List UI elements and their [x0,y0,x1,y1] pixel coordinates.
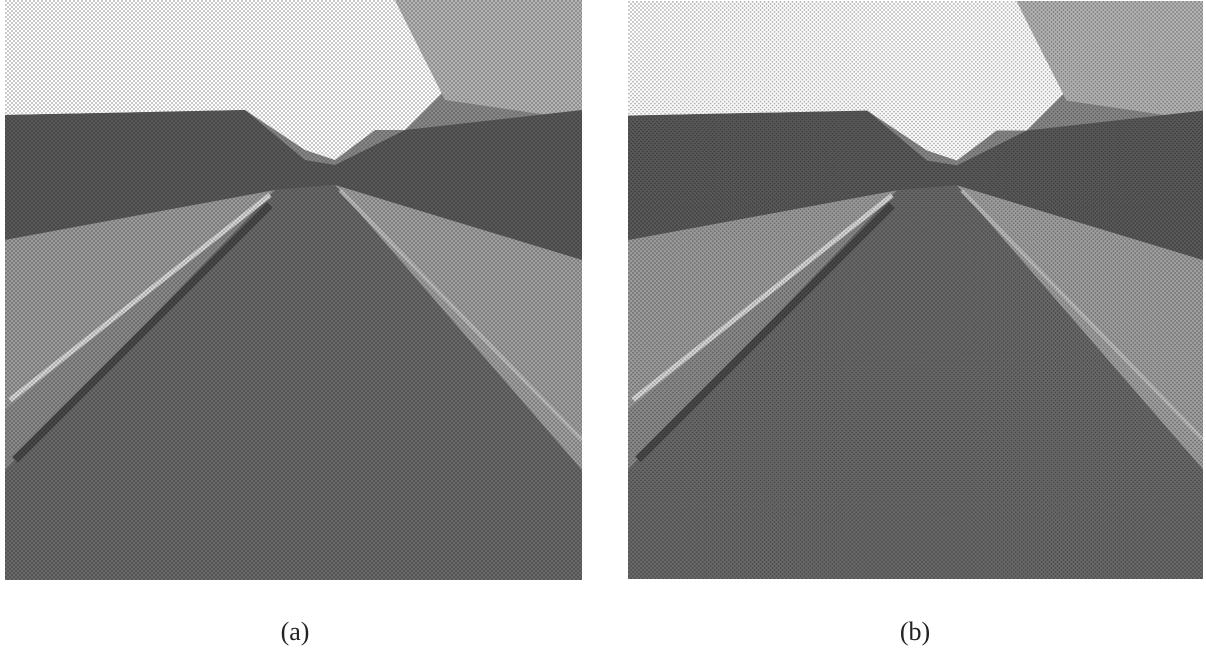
road-image-b [628,1,1203,579]
panel-label: (a) [281,617,310,646]
page: (a) (b) (() => { const data = JSON.parse… [0,0,1206,653]
panel-label: (b) [900,617,930,646]
figure: (a) (b) [0,0,1206,653]
road-image-a [5,0,582,580]
